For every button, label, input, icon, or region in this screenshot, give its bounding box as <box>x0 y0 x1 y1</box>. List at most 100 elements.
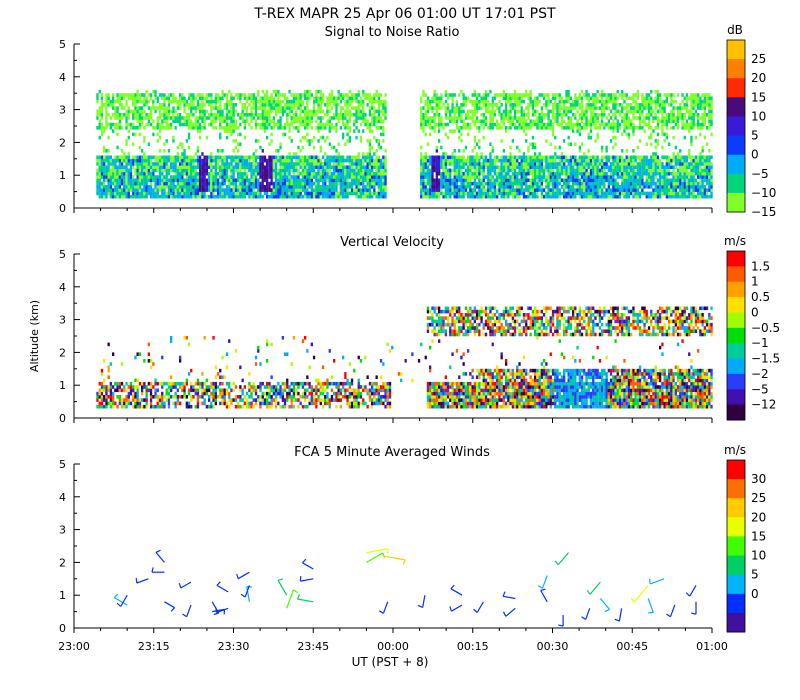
snr-echo-cell <box>547 155 550 160</box>
snr-echo-cell <box>212 191 215 196</box>
snr-echo-cell <box>420 191 423 196</box>
snr-echo-cell <box>451 158 454 163</box>
snr-echo-cell <box>187 106 191 110</box>
snr-echo-cell <box>212 106 215 110</box>
snr-echo-cell <box>487 162 490 166</box>
snr-echo-cell <box>299 178 302 183</box>
snr-echo-cell <box>165 175 168 179</box>
snr-echo-cell <box>565 175 568 179</box>
snr-echo-cell <box>156 185 159 189</box>
snr-echo-cell <box>223 181 226 186</box>
snr-echo-cell <box>109 168 112 173</box>
snr-echo-cell <box>241 194 244 199</box>
snr-echo-cell <box>348 175 351 179</box>
snr-echo-cell <box>556 171 559 176</box>
snr-echo-cell <box>194 158 197 163</box>
snr-echo-cell <box>239 122 242 127</box>
snr-echo-cell <box>362 103 365 107</box>
snr-echo-cell <box>145 162 148 166</box>
snr-echo-cell <box>149 162 153 166</box>
snr-echo-cell <box>471 116 474 120</box>
snr-echo-cell <box>520 181 523 186</box>
snr-echo-cell <box>301 135 305 140</box>
snr-echo-cell <box>420 162 423 166</box>
snr-echo-cell <box>96 188 99 192</box>
snr-echo-cell <box>176 194 179 199</box>
snr-echo-cell <box>572 103 575 107</box>
snr-echo-cell <box>641 185 644 189</box>
snr-echo-cell <box>214 165 217 169</box>
snr-echo-cell <box>368 145 372 150</box>
snr-echo-cell <box>502 155 505 160</box>
snr-echo-cell <box>319 185 322 189</box>
snr-echo-cell <box>484 96 488 101</box>
snr-echo-cell <box>440 178 443 183</box>
snr-echo-cell <box>219 191 222 196</box>
snr-echo-cell <box>560 191 564 196</box>
snr-echo-cell <box>203 188 206 192</box>
snr-echo-cell <box>538 181 541 186</box>
snr-echo-cell <box>612 99 615 104</box>
snr-echo-cell <box>201 181 204 186</box>
snr-echo-cell <box>129 194 133 199</box>
snr-echo-cell <box>536 162 539 166</box>
snr-echo-cell <box>549 126 552 130</box>
snr-echo-cell <box>368 109 372 114</box>
snr-echo-cell <box>252 162 255 166</box>
snr-echo-cell <box>268 185 271 189</box>
snr-echo-cell <box>163 119 166 123</box>
snr-echo-cell <box>295 99 298 104</box>
snr-echo-cell <box>368 155 372 160</box>
snr-echo-cell <box>444 155 447 160</box>
snr-echo-cell <box>270 162 273 166</box>
snr-echo-cell <box>252 106 255 110</box>
snr-echo-cell <box>257 165 260 169</box>
snr-echo-cell <box>540 168 543 173</box>
snr-echo-cell <box>208 99 211 104</box>
snr-echo-cell <box>346 171 349 176</box>
snr-echo-cell <box>350 185 354 189</box>
snr-echo-cell <box>301 122 305 127</box>
snr-echo-cell <box>529 185 532 189</box>
snr-echo-cell <box>156 116 159 120</box>
snr-echo-cell <box>145 112 148 117</box>
snr-echo-cell <box>141 109 144 114</box>
snr-echo-cell <box>136 168 139 173</box>
snr-echo-cell <box>120 158 124 163</box>
snr-echo-cell <box>618 175 622 179</box>
snr-echo-cell <box>181 122 184 127</box>
snr-echo-cell <box>96 112 99 117</box>
snr-echo-cell <box>618 112 622 117</box>
snr-echo-cell <box>592 194 595 199</box>
snr-echo-cell <box>493 103 497 107</box>
snr-echo-cell <box>221 96 224 101</box>
snr-echo-cell <box>339 175 342 179</box>
snr-echo-cell <box>509 96 512 101</box>
snr-echo-cell <box>551 109 555 114</box>
snr-echo-cell <box>645 158 648 163</box>
snr-echo-cell <box>605 171 608 176</box>
snr-echo-cell <box>239 171 242 176</box>
snr-echo-cell <box>208 185 211 189</box>
snr-echo-cell <box>257 106 260 110</box>
snr-echo-cell <box>304 171 307 176</box>
snr-echo-cell <box>547 194 550 199</box>
snr-echo-cell <box>435 122 438 127</box>
snr-echo-cell <box>268 175 271 179</box>
snr-echo-cell <box>330 194 334 199</box>
snr-echo-cell <box>330 99 334 104</box>
snr-echo-cell <box>438 178 441 183</box>
snr-echo-cell <box>375 149 378 153</box>
snr-echo-cell <box>609 181 613 186</box>
snr-echo-cell <box>223 129 226 133</box>
snr-echo-cell <box>625 194 628 199</box>
snr-echo-cell <box>560 119 564 123</box>
snr-echo-cell <box>482 119 485 123</box>
snr-echo-cell <box>306 112 309 117</box>
snr-echo-cell <box>473 168 476 173</box>
snr-echo-cell <box>123 168 126 173</box>
snr-echo-cell <box>337 168 340 173</box>
snr-echo-cell <box>382 188 385 192</box>
snr-echo-cell <box>317 129 320 133</box>
snr-echo-cell <box>96 168 99 173</box>
